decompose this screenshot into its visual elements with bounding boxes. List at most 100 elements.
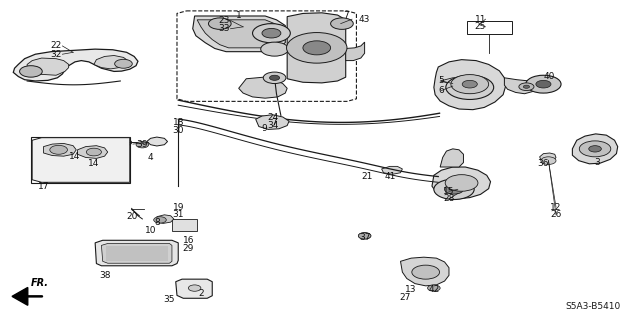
Circle shape (519, 83, 534, 91)
Polygon shape (95, 240, 178, 266)
Text: 22: 22 (50, 41, 62, 51)
Circle shape (523, 85, 529, 88)
Text: 6: 6 (439, 86, 444, 95)
Text: 31: 31 (172, 210, 184, 219)
Circle shape (261, 42, 288, 56)
Polygon shape (44, 143, 76, 156)
Text: 18: 18 (172, 118, 184, 127)
Polygon shape (102, 244, 172, 263)
Text: 41: 41 (384, 172, 396, 181)
Text: 34: 34 (267, 121, 278, 130)
Text: S5A3-B5410: S5A3-B5410 (565, 302, 621, 311)
Text: 7: 7 (272, 118, 278, 127)
Text: 10: 10 (144, 226, 156, 235)
Circle shape (579, 141, 611, 157)
Text: 13: 13 (406, 285, 417, 294)
Polygon shape (107, 246, 168, 261)
Text: 19: 19 (172, 203, 184, 212)
Text: 30: 30 (172, 126, 184, 135)
Polygon shape (346, 42, 365, 60)
Circle shape (412, 265, 440, 279)
Circle shape (252, 24, 290, 43)
Circle shape (119, 139, 132, 146)
Circle shape (115, 59, 133, 68)
Text: 14: 14 (69, 152, 81, 161)
Polygon shape (175, 279, 212, 298)
Text: 24: 24 (267, 114, 278, 123)
Polygon shape (147, 137, 168, 146)
Circle shape (434, 179, 474, 199)
Text: 12: 12 (550, 203, 562, 212)
Circle shape (428, 285, 440, 291)
Circle shape (286, 33, 347, 63)
Circle shape (20, 66, 42, 77)
Circle shape (263, 72, 286, 84)
Circle shape (446, 75, 493, 100)
Circle shape (536, 80, 551, 88)
Polygon shape (27, 58, 69, 75)
Polygon shape (504, 78, 536, 94)
Polygon shape (239, 77, 287, 98)
Text: 37: 37 (359, 233, 370, 242)
Circle shape (86, 148, 102, 156)
Text: 23: 23 (218, 16, 230, 25)
Polygon shape (287, 13, 346, 83)
Text: 1: 1 (236, 11, 242, 20)
Text: 15: 15 (443, 187, 455, 196)
Circle shape (445, 185, 463, 194)
Circle shape (358, 233, 371, 239)
Circle shape (526, 75, 561, 93)
Polygon shape (540, 153, 556, 162)
Circle shape (262, 28, 281, 38)
Text: 9: 9 (261, 124, 267, 133)
Text: 32: 32 (50, 50, 62, 59)
Polygon shape (401, 257, 449, 286)
Text: 21: 21 (362, 172, 373, 181)
Text: 43: 43 (359, 15, 370, 24)
Polygon shape (440, 78, 465, 84)
Polygon shape (197, 20, 281, 48)
Circle shape (459, 82, 481, 93)
Text: 33: 33 (218, 24, 230, 33)
Text: 36: 36 (538, 159, 549, 168)
Polygon shape (157, 215, 174, 223)
Text: 14: 14 (88, 159, 100, 168)
Text: 11: 11 (475, 15, 487, 24)
Polygon shape (256, 115, 289, 129)
Bar (172, 219, 197, 231)
Text: FR.: FR. (31, 278, 49, 288)
Polygon shape (434, 60, 505, 110)
Circle shape (462, 80, 477, 88)
Text: 42: 42 (428, 285, 440, 294)
Polygon shape (440, 149, 463, 167)
Text: 26: 26 (550, 210, 562, 219)
Text: 8: 8 (154, 218, 160, 227)
Circle shape (589, 146, 601, 152)
Circle shape (541, 157, 556, 164)
Text: 3: 3 (594, 158, 601, 167)
Text: 2: 2 (198, 289, 204, 298)
Circle shape (154, 217, 167, 223)
Polygon shape (382, 166, 403, 174)
Circle shape (445, 175, 478, 191)
Polygon shape (432, 167, 490, 199)
Text: 35: 35 (163, 295, 175, 304)
Text: 20: 20 (126, 212, 138, 221)
Text: 16: 16 (182, 236, 194, 245)
Text: 38: 38 (99, 271, 110, 280)
Text: 28: 28 (444, 194, 455, 204)
Text: 5: 5 (439, 76, 444, 85)
Circle shape (358, 233, 371, 239)
Circle shape (50, 145, 68, 154)
Circle shape (188, 285, 201, 291)
Polygon shape (192, 16, 285, 52)
Text: 7: 7 (343, 11, 348, 20)
Polygon shape (13, 49, 138, 81)
Polygon shape (12, 287, 28, 305)
Bar (466, 21, 512, 34)
Polygon shape (572, 134, 618, 164)
Text: 27: 27 (399, 293, 411, 302)
Text: 29: 29 (182, 244, 194, 253)
Text: 25: 25 (475, 22, 486, 31)
Text: 17: 17 (38, 182, 49, 191)
